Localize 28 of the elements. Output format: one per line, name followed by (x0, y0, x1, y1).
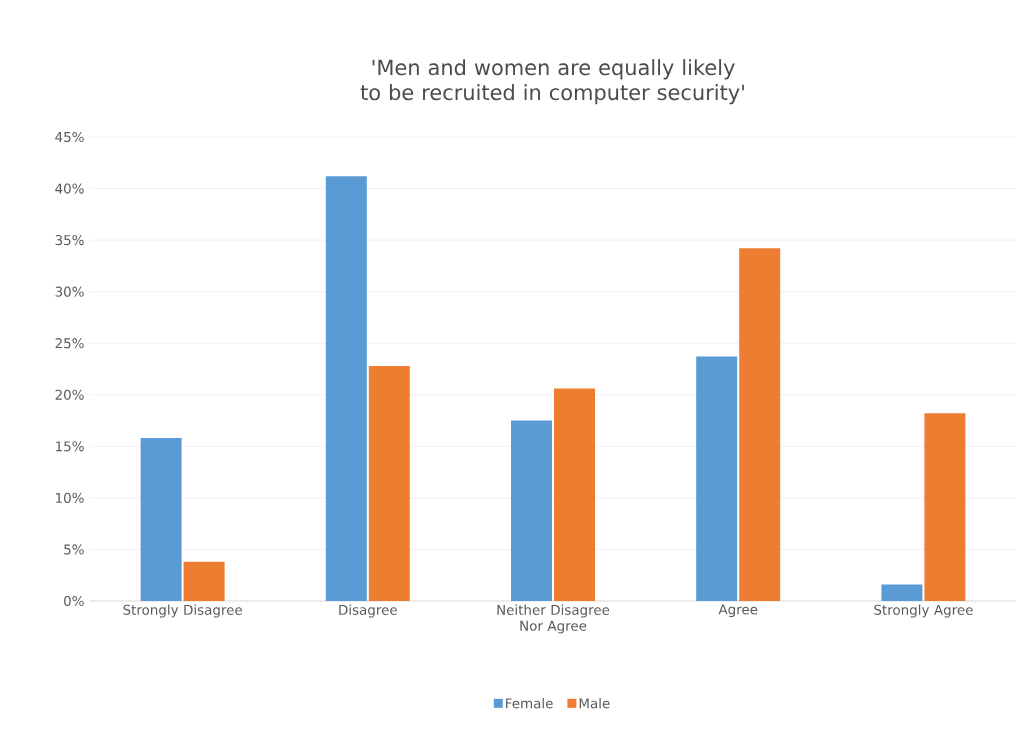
chart-title: 'Men and women are equally likely to be recruited in computer security' (360, 59, 744, 105)
bar (511, 420, 553, 601)
x-tick-label: Neither Disagree Nor Agree (497, 604, 610, 634)
bar (696, 356, 738, 601)
y-tick-label: 5% (64, 544, 84, 555)
y-tick-label: 10% (56, 492, 84, 503)
y-tick-label: 0% (64, 595, 84, 607)
y-tick-label: 20% (55, 389, 84, 400)
bar (739, 248, 781, 601)
y-tick-label: 35% (55, 235, 84, 246)
y-tick-label: 15% (56, 441, 84, 452)
bar (325, 176, 367, 601)
bar (924, 413, 966, 601)
legend-label: Female (506, 697, 553, 709)
bar (183, 561, 225, 601)
x-tick-label: Strongly Agree (874, 604, 973, 618)
y-tick-label: 40% (55, 183, 84, 194)
y-tick-label: 45% (55, 131, 84, 143)
bar (554, 388, 595, 601)
y-tick-label: 30% (55, 286, 84, 297)
bar (140, 438, 182, 601)
x-tick-label: Strongly Disagree (123, 604, 243, 618)
y-tick-label: 25% (55, 338, 84, 349)
x-tick-label: Disagree (339, 604, 397, 618)
legend-label: Male (579, 697, 610, 709)
bar (368, 365, 410, 601)
bar (881, 584, 923, 601)
x-tick-label: Agree (718, 604, 758, 618)
